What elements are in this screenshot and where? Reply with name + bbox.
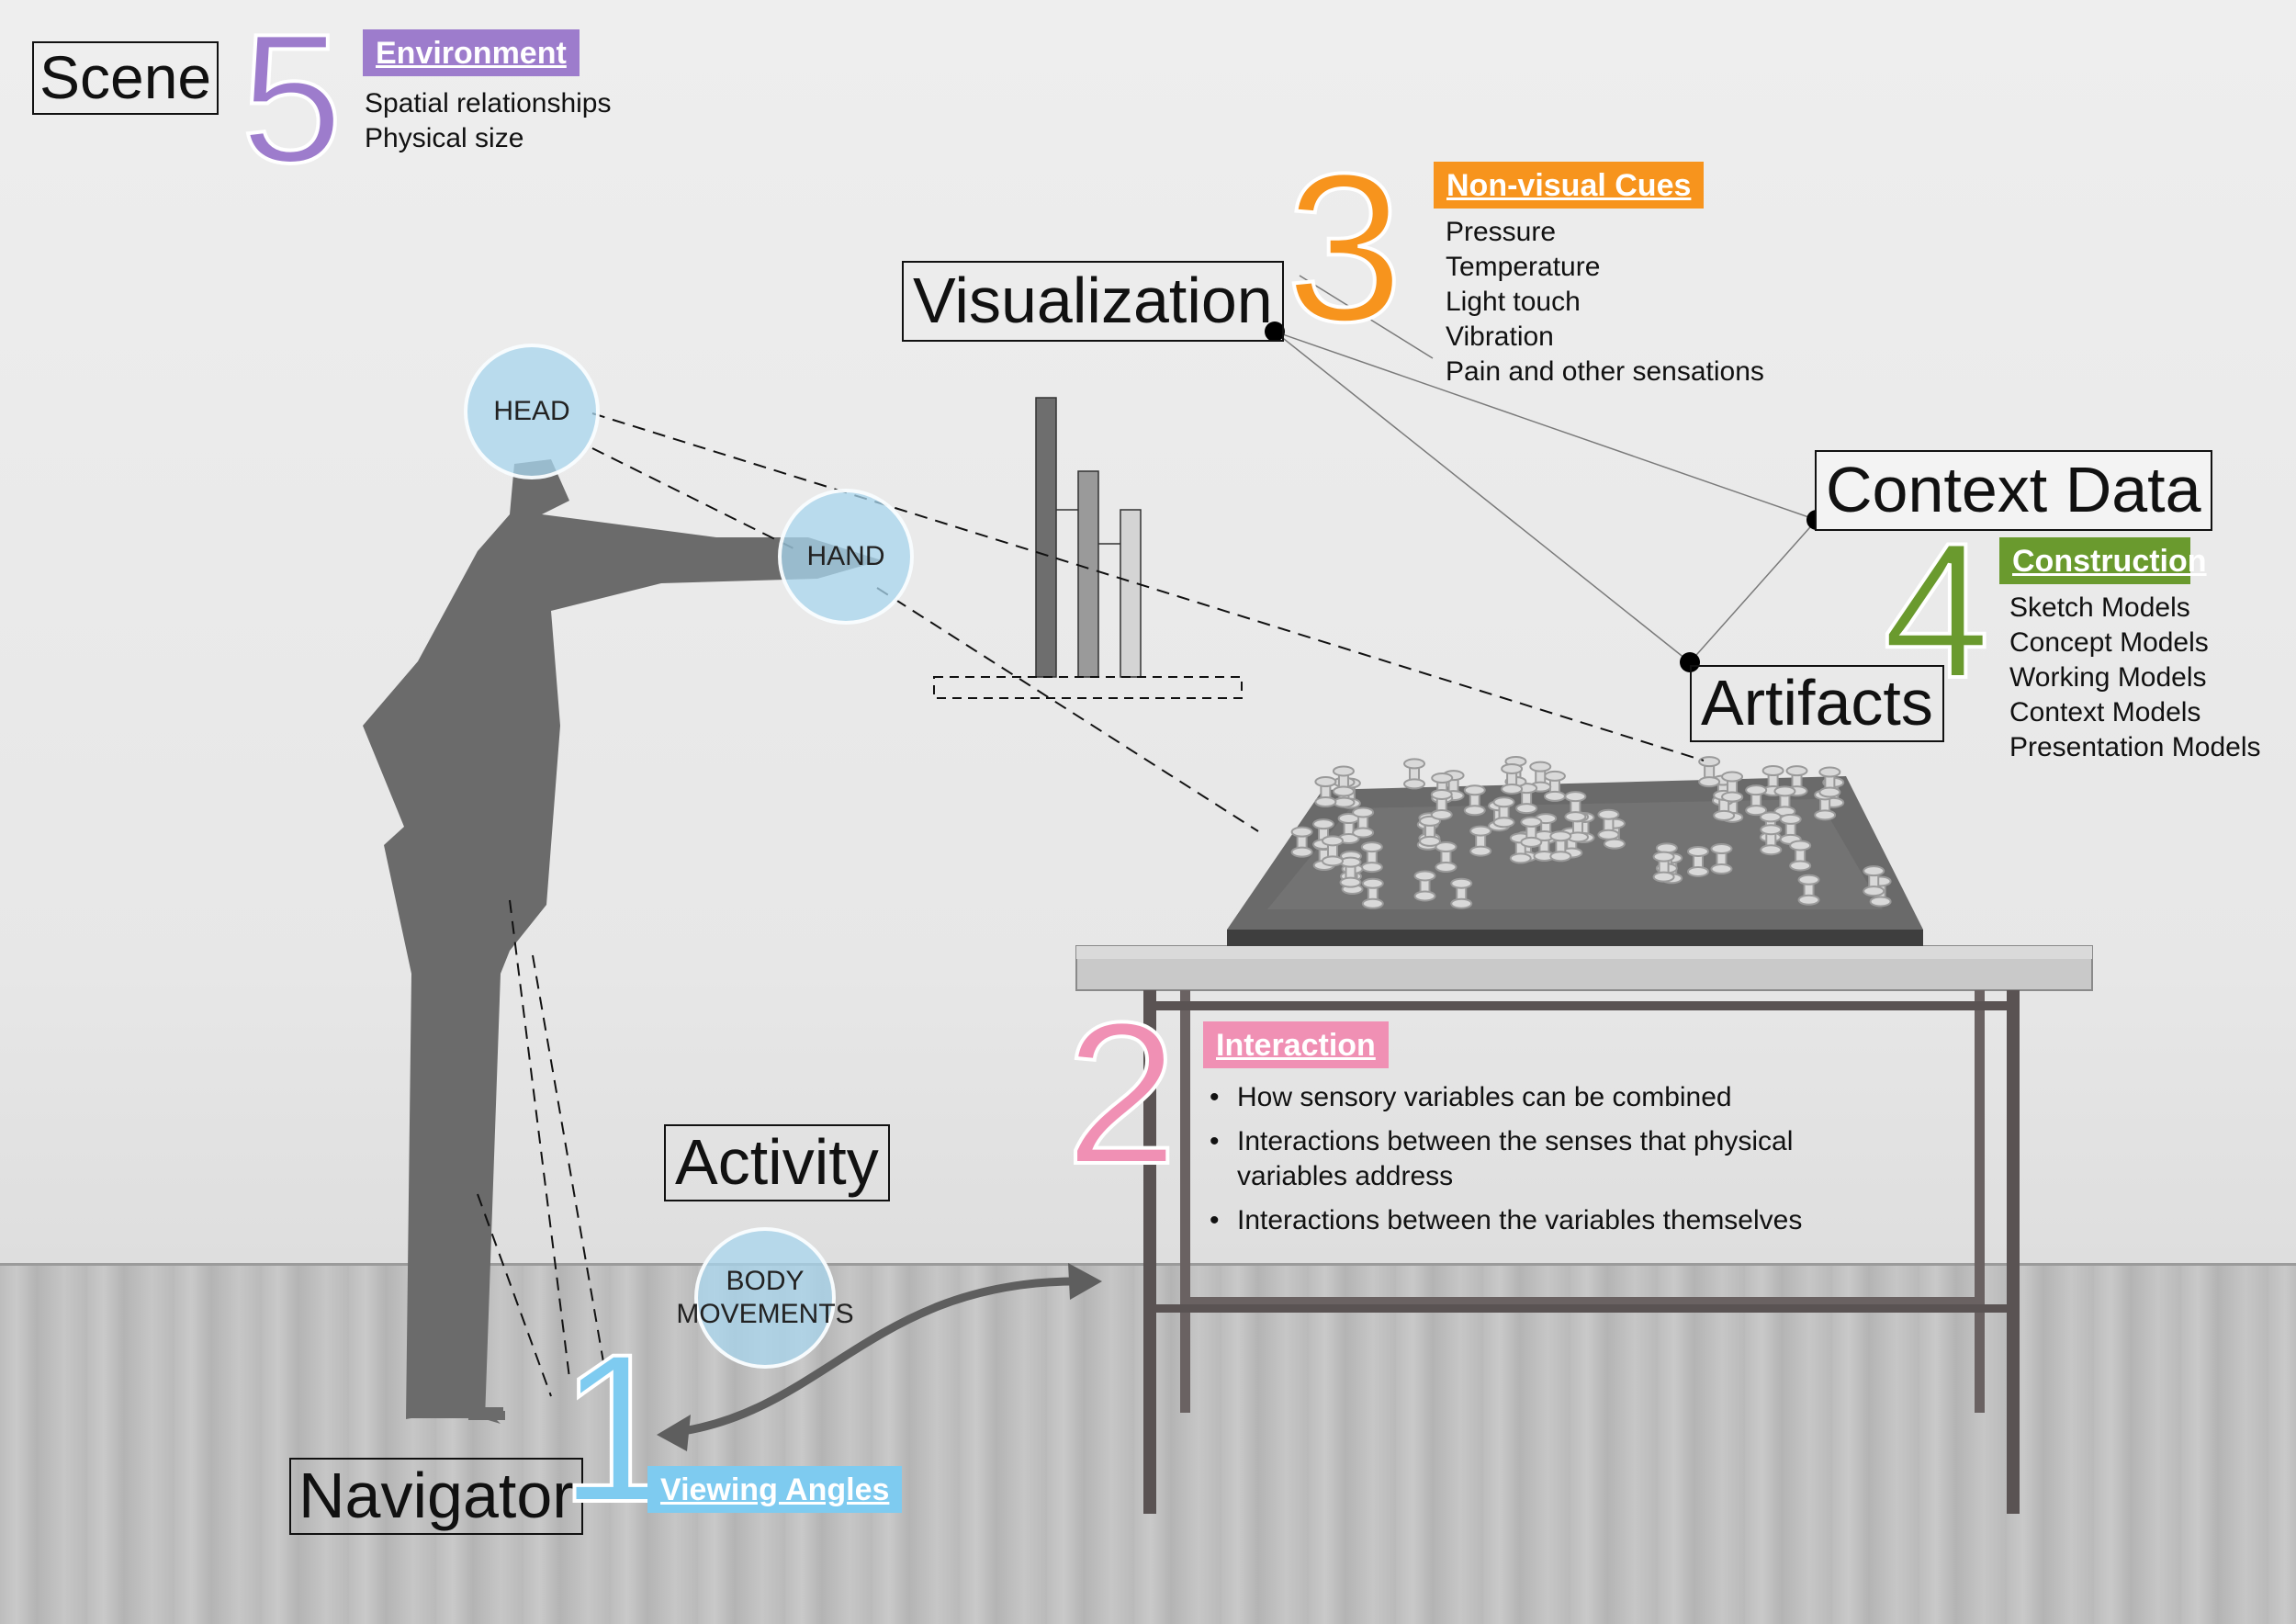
- double-arrow-icon: [657, 1263, 1102, 1451]
- connector-lines: [1274, 275, 1818, 663]
- body-movements-bubble: BODY MOVEMENTS: [676, 1227, 854, 1369]
- section-3-item: Vibration: [1446, 321, 1554, 352]
- scene-label: Scene: [32, 41, 219, 115]
- model-peg: [1403, 758, 1426, 790]
- section-2-item: Interactions between the variables thems…: [1210, 1203, 1852, 1238]
- person-silhouette-icon: [363, 459, 882, 1424]
- section-4-item: Sketch Models: [2009, 592, 2190, 623]
- model-peg: [1413, 870, 1436, 902]
- model-peg: [1761, 764, 1784, 796]
- visualization-label: Visualization: [902, 261, 1284, 342]
- model-peg: [1533, 830, 1556, 863]
- section-3-title: Non-visual Cues: [1434, 162, 1705, 209]
- body-movements-label: BODY MOVEMENTS: [676, 1266, 854, 1329]
- section-5-number: 5: [239, 0, 344, 201]
- model-peg: [1314, 776, 1337, 808]
- model-peg: [1818, 766, 1841, 798]
- model-peg: [1450, 877, 1473, 909]
- visualization-node: [1265, 321, 1285, 342]
- section-2-number: 2: [1064, 980, 1179, 1206]
- model-peg: [1352, 806, 1375, 839]
- section-5-list: Spatial relationships Physical size: [365, 86, 612, 156]
- model-peg: [1779, 813, 1802, 845]
- model-peg: [1698, 756, 1721, 788]
- section-3-item: Pain and other sensations: [1446, 356, 1764, 387]
- model-peg: [1360, 841, 1383, 874]
- model-peg: [1332, 765, 1355, 797]
- model-peg: [1543, 770, 1566, 802]
- artifacts-node: [1680, 652, 1700, 672]
- section-4-item: Working Models: [2009, 662, 2207, 693]
- bar-chart-icon: [933, 397, 1243, 699]
- model-peg: [1721, 771, 1744, 803]
- section-3-list: Pressure Temperature Light touch Vibrati…: [1446, 215, 1764, 389]
- model-peg: [1564, 791, 1587, 823]
- section-3-item: Temperature: [1446, 252, 1601, 282]
- head-label: HEAD: [493, 396, 570, 426]
- section-4-item: Presentation Models: [2009, 732, 2261, 762]
- section-2-list: How sensory variables can be combined In…: [1210, 1080, 1852, 1247]
- hand-bubble: HAND: [778, 489, 914, 625]
- model-peg: [1322, 835, 1345, 867]
- model-peg: [1863, 865, 1885, 897]
- section-4-item: Concept Models: [2009, 627, 2209, 658]
- section-5-item: Physical size: [365, 123, 524, 153]
- model-peg: [1789, 840, 1812, 872]
- context-data-label: Context Data: [1815, 450, 2212, 531]
- section-4-item: Context Models: [2009, 697, 2201, 727]
- head-bubble: HEAD: [464, 344, 600, 479]
- section-2-title: Interaction: [1203, 1021, 1389, 1069]
- section-4-number: 4: [1881, 502, 1992, 718]
- model-peg: [1339, 856, 1362, 888]
- model-peg: [1520, 816, 1543, 848]
- section-5-title: Environment: [363, 29, 580, 77]
- section-4-title: Construction: [1999, 537, 2207, 585]
- model-peg: [1501, 762, 1524, 795]
- section-1-title: Viewing Angles: [647, 1466, 903, 1514]
- section-3-item: Light touch: [1446, 287, 1581, 317]
- model-peg: [1492, 796, 1515, 829]
- model-peg: [1597, 808, 1620, 840]
- model-peg: [1549, 830, 1572, 863]
- section-2-item: How sensory variables can be combined: [1210, 1080, 1852, 1115]
- model-peg: [1710, 843, 1733, 875]
- model-peg: [1509, 832, 1532, 864]
- model-peg: [1687, 845, 1710, 877]
- section-3-item: Pressure: [1446, 217, 1557, 247]
- model-peg: [1469, 825, 1492, 857]
- model-peg: [1361, 877, 1384, 909]
- sight-lines: [477, 412, 1705, 1397]
- activity-label: Activity: [664, 1124, 890, 1201]
- table-icon: [1075, 945, 2093, 1514]
- model-peg: [1290, 826, 1313, 858]
- section-4-list: Sketch Models Concept Models Working Mod…: [2009, 591, 2261, 765]
- section-3-number: 3: [1284, 130, 1405, 366]
- model-peg: [1797, 874, 1820, 906]
- model-peg: [1652, 851, 1675, 883]
- section-5-item: Spatial relationships: [365, 88, 612, 118]
- model-peg: [1430, 788, 1453, 820]
- model-peg: [1745, 784, 1768, 817]
- city-model-icon: [1227, 755, 1923, 946]
- navigator-label: Navigator: [289, 1458, 583, 1535]
- model-peg: [1435, 841, 1458, 874]
- artifacts-label: Artifacts: [1690, 665, 1944, 742]
- hand-label: HAND: [806, 541, 885, 571]
- model-peg: [1463, 784, 1486, 817]
- model-peg: [1760, 824, 1783, 856]
- section-2-item: Interactions between the senses that phy…: [1210, 1124, 1852, 1194]
